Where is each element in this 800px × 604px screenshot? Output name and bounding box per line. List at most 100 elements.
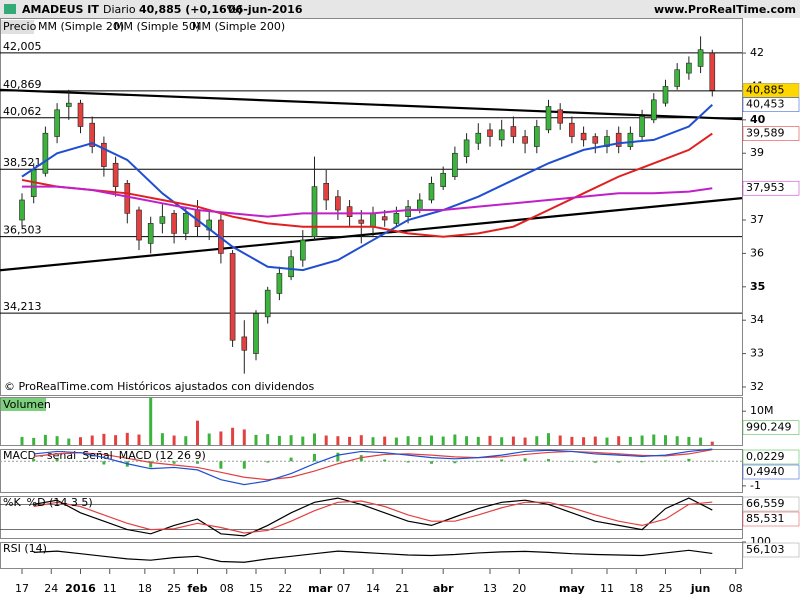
- histogram-bar: [242, 461, 246, 469]
- candle-body: [580, 132, 587, 141]
- candle-body: [440, 172, 446, 187]
- x-tick-label: may: [559, 582, 585, 595]
- price-panel: [0, 18, 743, 396]
- value-tag-box: [742, 97, 800, 112]
- x-tick-label: feb: [187, 582, 207, 595]
- candle-body: [533, 126, 540, 147]
- x-tick-label: 11: [600, 582, 614, 595]
- panel-label: %K: [3, 496, 21, 509]
- volume-bar: [558, 435, 562, 445]
- volume-bar: [312, 433, 316, 445]
- candle-body: [264, 289, 271, 318]
- candle-body: [370, 213, 376, 228]
- volume-bar: [195, 420, 199, 445]
- candle-body: [54, 109, 60, 137]
- volume-bar: [242, 429, 246, 445]
- x-tick-label: 22: [278, 582, 292, 595]
- x-tick-label: 13: [483, 582, 497, 595]
- candle-body: [510, 126, 517, 137]
- volume-bar: [640, 435, 644, 445]
- x-tick-label: 14: [366, 582, 380, 595]
- value-tag: 66,559: [746, 497, 785, 510]
- value-tag-box: [742, 420, 800, 435]
- volume-bar: [523, 437, 527, 445]
- volume-bar: [348, 436, 352, 445]
- volume-bar: [207, 433, 211, 445]
- candle-body: [65, 102, 72, 107]
- volume-bar: [359, 435, 363, 445]
- value-tag-box: [742, 126, 800, 141]
- volume-bar: [266, 434, 270, 445]
- candle-body: [136, 209, 142, 241]
- volume-bar: [114, 435, 118, 445]
- panel-label: RSI (14): [3, 542, 47, 555]
- x-tick-label: 2016: [65, 582, 96, 595]
- volume-bar: [20, 436, 24, 445]
- candle-body: [124, 182, 131, 214]
- volume-bar: [699, 437, 703, 445]
- histogram-bar: [687, 458, 691, 462]
- histogram-bar: [312, 453, 316, 462]
- histogram-bar: [593, 461, 597, 463]
- x-tick-label: abr: [433, 582, 454, 595]
- legend-entry: MM (Simple 50): [114, 20, 200, 33]
- volume-bar: [617, 436, 621, 445]
- candle-body: [615, 132, 622, 147]
- volume-bar: [476, 436, 480, 445]
- candle-body: [674, 69, 680, 87]
- x-tick-label: 15: [249, 582, 263, 595]
- value-tag-box: [742, 542, 800, 558]
- level-label: 40,062: [3, 105, 42, 118]
- candle-body: [557, 109, 563, 124]
- histogram-bar: [149, 461, 153, 468]
- panel-label: MACD (12 26 9): [119, 449, 206, 462]
- date: 06-jun-2016: [228, 3, 303, 16]
- level-label: 42,005: [3, 40, 42, 53]
- volume-bar: [172, 435, 176, 445]
- histogram-bar: [617, 461, 621, 463]
- volume-bar: [663, 435, 667, 445]
- value-tag: 85,531: [746, 512, 785, 525]
- source: www.ProRealTime.com: [654, 3, 796, 16]
- level-label: 36,503: [3, 224, 42, 237]
- volume-bar: [441, 436, 445, 445]
- candle-body: [662, 86, 669, 104]
- histogram-bar: [102, 461, 106, 465]
- candle-body: [335, 196, 341, 211]
- x-tick-label: 08: [220, 582, 234, 595]
- value-tag-box: [742, 464, 800, 480]
- volume-bar: [710, 441, 714, 445]
- panel-label: Volumen: [3, 398, 51, 411]
- y-tick-label: 36: [750, 246, 764, 259]
- volume-bar: [582, 437, 586, 445]
- histogram-bar: [195, 461, 199, 464]
- y-tick-label: 10M: [750, 404, 774, 417]
- y-tick-label: 34: [750, 313, 764, 326]
- volume-bar: [78, 437, 82, 445]
- header: AMADEUS IT Diario 40,885 (+0,16%) 06-jun…: [4, 3, 796, 16]
- panel-label: %D (14 3 5): [27, 496, 93, 509]
- candle-body: [89, 122, 95, 147]
- histogram-bar: [289, 457, 293, 462]
- candle-body: [159, 216, 166, 224]
- histogram-bar: [55, 458, 59, 462]
- volume-bar: [254, 434, 258, 445]
- candle-body: [299, 239, 306, 261]
- y-tick-label: 32: [750, 380, 764, 393]
- volume-bar: [184, 436, 188, 445]
- candle-body: [697, 49, 704, 67]
- volume-bar: [231, 427, 235, 445]
- value-tag-box: [742, 496, 800, 512]
- x-tick-label: 24: [44, 582, 58, 595]
- histogram-bar: [219, 461, 223, 469]
- histogram-bar: [546, 459, 550, 462]
- histogram-bar: [663, 460, 667, 462]
- candle-body: [182, 213, 189, 234]
- volume-bar: [570, 436, 574, 445]
- histogram-bar: [406, 461, 410, 463]
- candle-body: [101, 142, 107, 167]
- candle-body: [288, 256, 294, 278]
- volume-bar: [336, 436, 340, 445]
- candle-body: [311, 186, 318, 238]
